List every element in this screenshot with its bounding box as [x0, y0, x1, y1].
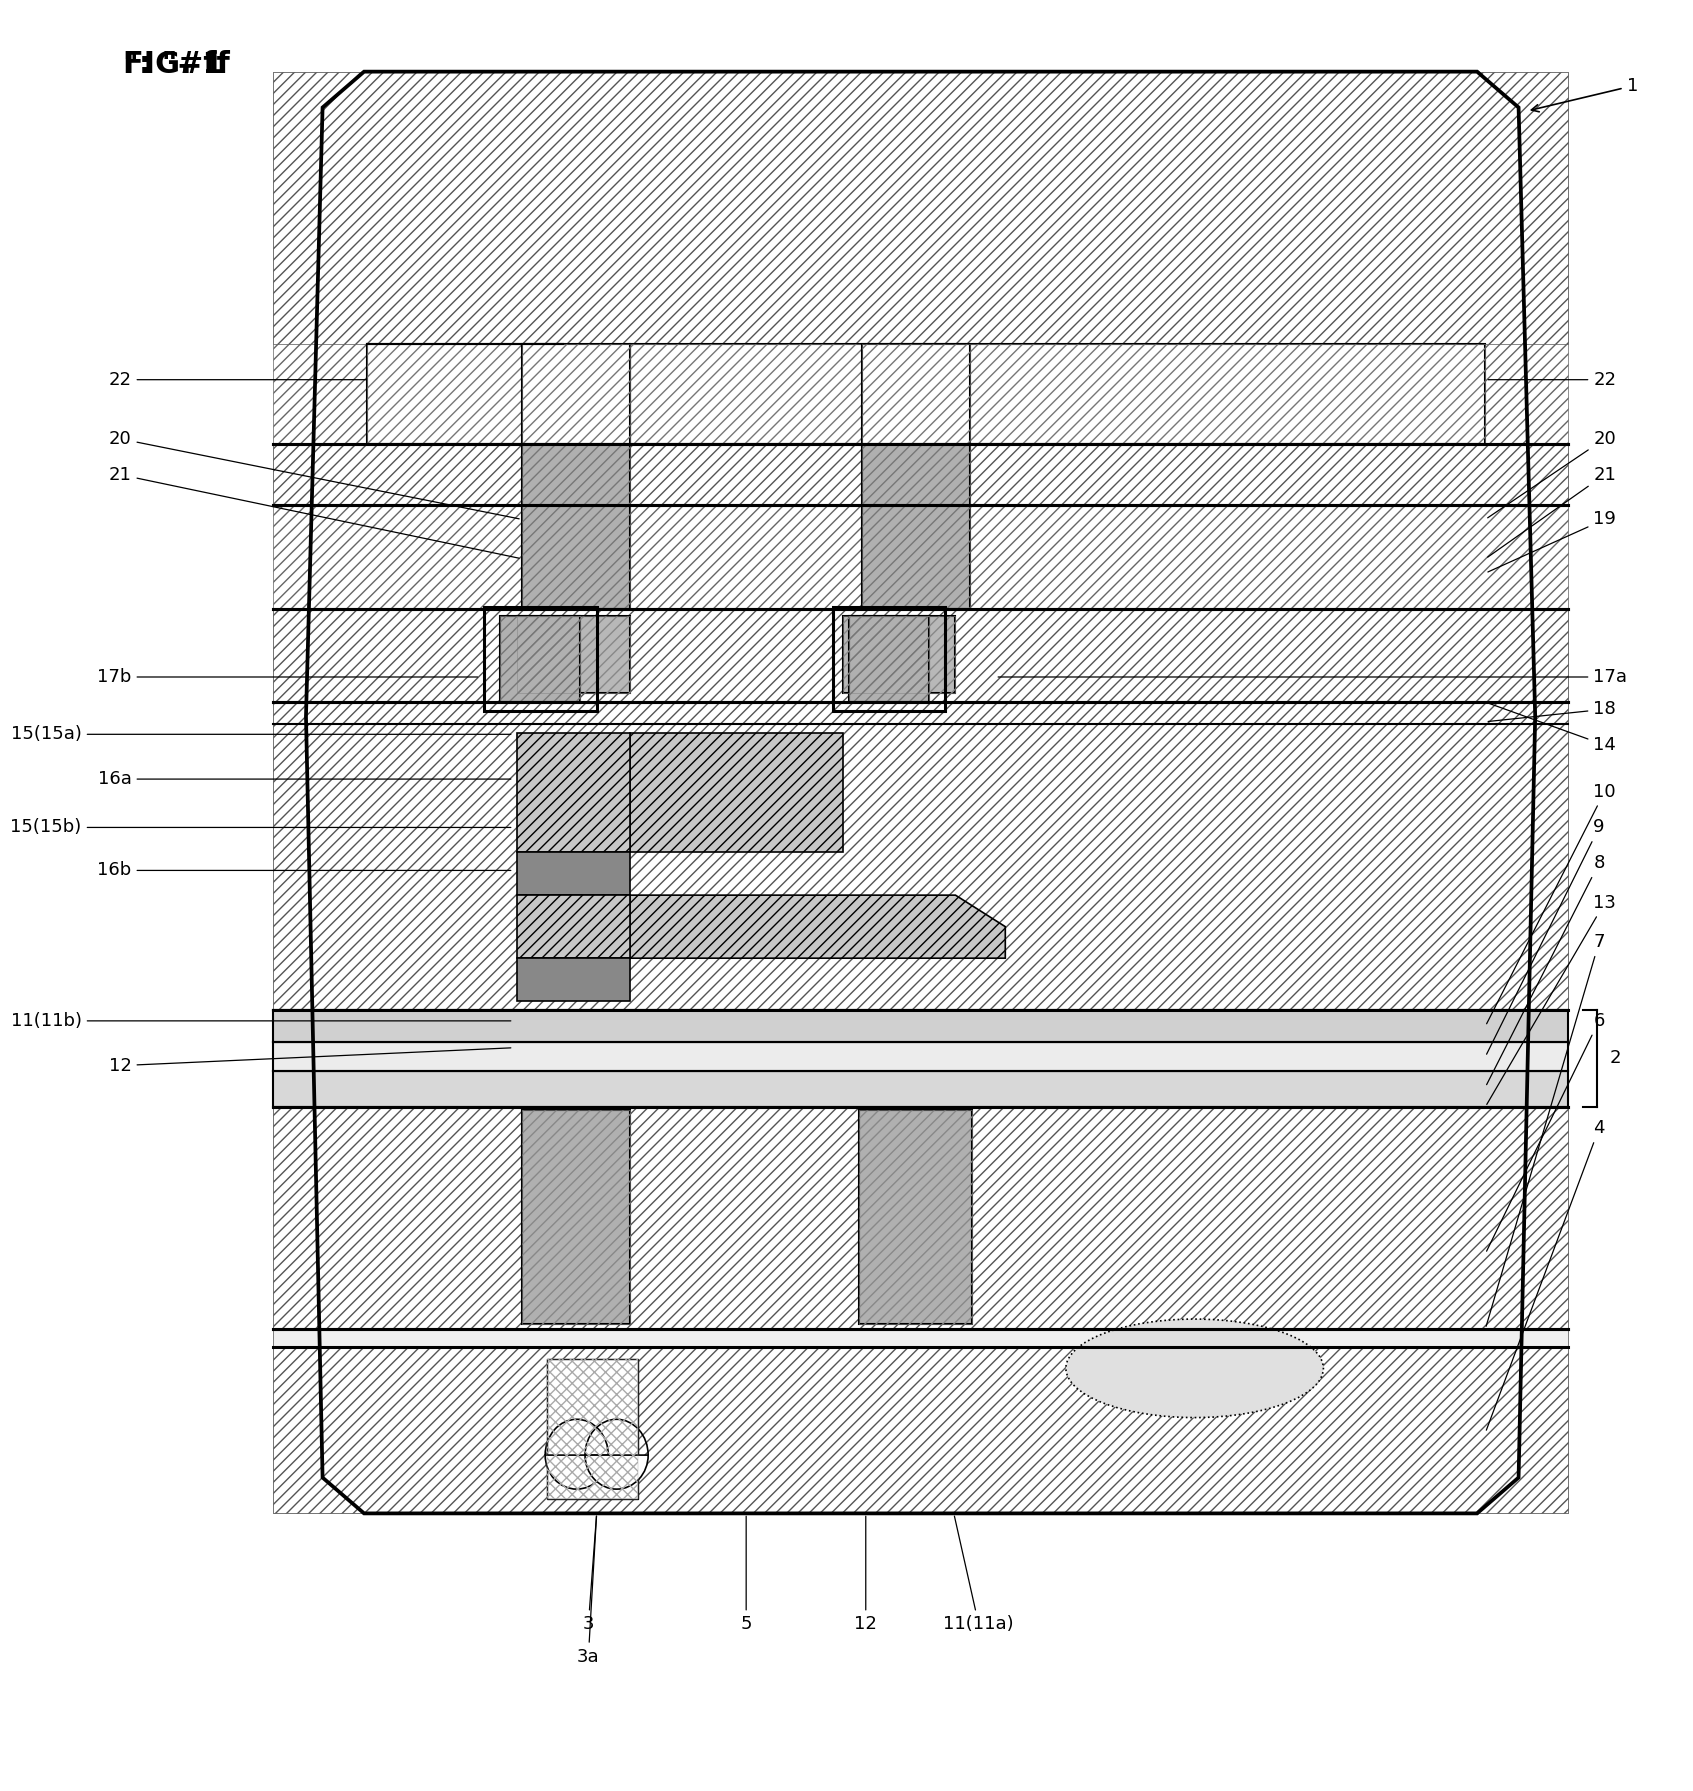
Text: 15(15b): 15(15b) [10, 818, 511, 836]
Text: 22: 22 [108, 371, 394, 389]
Text: 22: 22 [1488, 371, 1617, 389]
Bar [521, 344, 630, 444]
Text: 11(11b): 11(11b) [10, 1012, 511, 1030]
Bar [516, 853, 630, 896]
Polygon shape [306, 72, 1536, 1513]
Bar [516, 958, 630, 1001]
Bar [501, 616, 581, 702]
Text: 8: 8 [1486, 854, 1605, 1085]
Bar [367, 344, 564, 444]
Bar [850, 616, 929, 702]
Wedge shape [545, 1454, 608, 1488]
Text: 4: 4 [1486, 1119, 1605, 1431]
Polygon shape [630, 896, 1006, 958]
Text: 18: 18 [1488, 700, 1617, 722]
Bar [843, 616, 955, 693]
Text: 13: 13 [1486, 894, 1617, 1105]
Bar [521, 444, 630, 609]
Text: 1: 1 [1532, 77, 1637, 111]
Bar [630, 344, 1485, 444]
Text: 3a: 3a [577, 1517, 599, 1666]
Ellipse shape [1067, 1318, 1324, 1418]
Bar [833, 607, 945, 711]
Text: 6: 6 [1486, 1012, 1605, 1252]
Bar [850, 616, 929, 702]
Text: 14: 14 [1488, 704, 1617, 754]
Bar [843, 616, 955, 693]
Text: 16b: 16b [97, 861, 511, 879]
Bar [516, 616, 630, 693]
Text: 9: 9 [1486, 818, 1605, 1055]
Bar [862, 344, 970, 444]
Text: 11(11a): 11(11a) [943, 1517, 1014, 1633]
Text: 7: 7 [1486, 933, 1605, 1327]
Bar [516, 896, 630, 958]
Bar [367, 344, 564, 444]
Bar [273, 444, 1568, 505]
Text: 20: 20 [108, 430, 520, 519]
Text: 17b: 17b [97, 668, 477, 686]
Bar [521, 444, 630, 609]
Bar [630, 344, 1485, 444]
Text: 12: 12 [108, 1048, 511, 1075]
Bar [862, 344, 970, 444]
Bar [862, 444, 970, 609]
Bar [521, 1110, 630, 1324]
Bar [484, 607, 596, 711]
Bar [273, 72, 1568, 344]
Bar [547, 1359, 638, 1499]
Bar [858, 1110, 972, 1324]
Text: 3: 3 [582, 1517, 596, 1633]
Bar [273, 1010, 1568, 1042]
Text: 5: 5 [740, 1517, 752, 1633]
Text: 2: 2 [1610, 1050, 1622, 1067]
Bar [273, 72, 1568, 1513]
Bar [858, 1110, 972, 1324]
Bar [273, 1329, 1568, 1347]
Text: 21: 21 [108, 466, 520, 559]
Text: 19: 19 [1488, 510, 1617, 571]
Bar [630, 733, 843, 853]
Text: ": "#ff: ": "#ff [124, 50, 230, 79]
Text: 12: 12 [855, 1517, 877, 1633]
Bar [547, 1359, 638, 1499]
Text: 10: 10 [1486, 783, 1615, 1024]
Text: 15(15a): 15(15a) [10, 725, 511, 743]
Text: 16a: 16a [98, 770, 511, 788]
Bar [273, 1107, 1568, 1329]
Bar [501, 616, 581, 702]
Text: FIG. 1: FIG. 1 [124, 50, 223, 79]
Text: 21: 21 [1488, 466, 1617, 557]
Bar [273, 1071, 1568, 1107]
Bar [273, 505, 1568, 609]
Bar [273, 702, 1568, 1010]
Bar [521, 1110, 630, 1324]
Bar [273, 1347, 1568, 1513]
Bar [516, 616, 630, 693]
Wedge shape [586, 1454, 648, 1488]
Text: 20: 20 [1488, 430, 1617, 518]
Bar [521, 344, 630, 444]
Bar [862, 444, 970, 609]
Bar [273, 1042, 1568, 1071]
Bar [273, 609, 1568, 702]
Bar [516, 733, 630, 853]
Text: 17a: 17a [999, 668, 1627, 686]
